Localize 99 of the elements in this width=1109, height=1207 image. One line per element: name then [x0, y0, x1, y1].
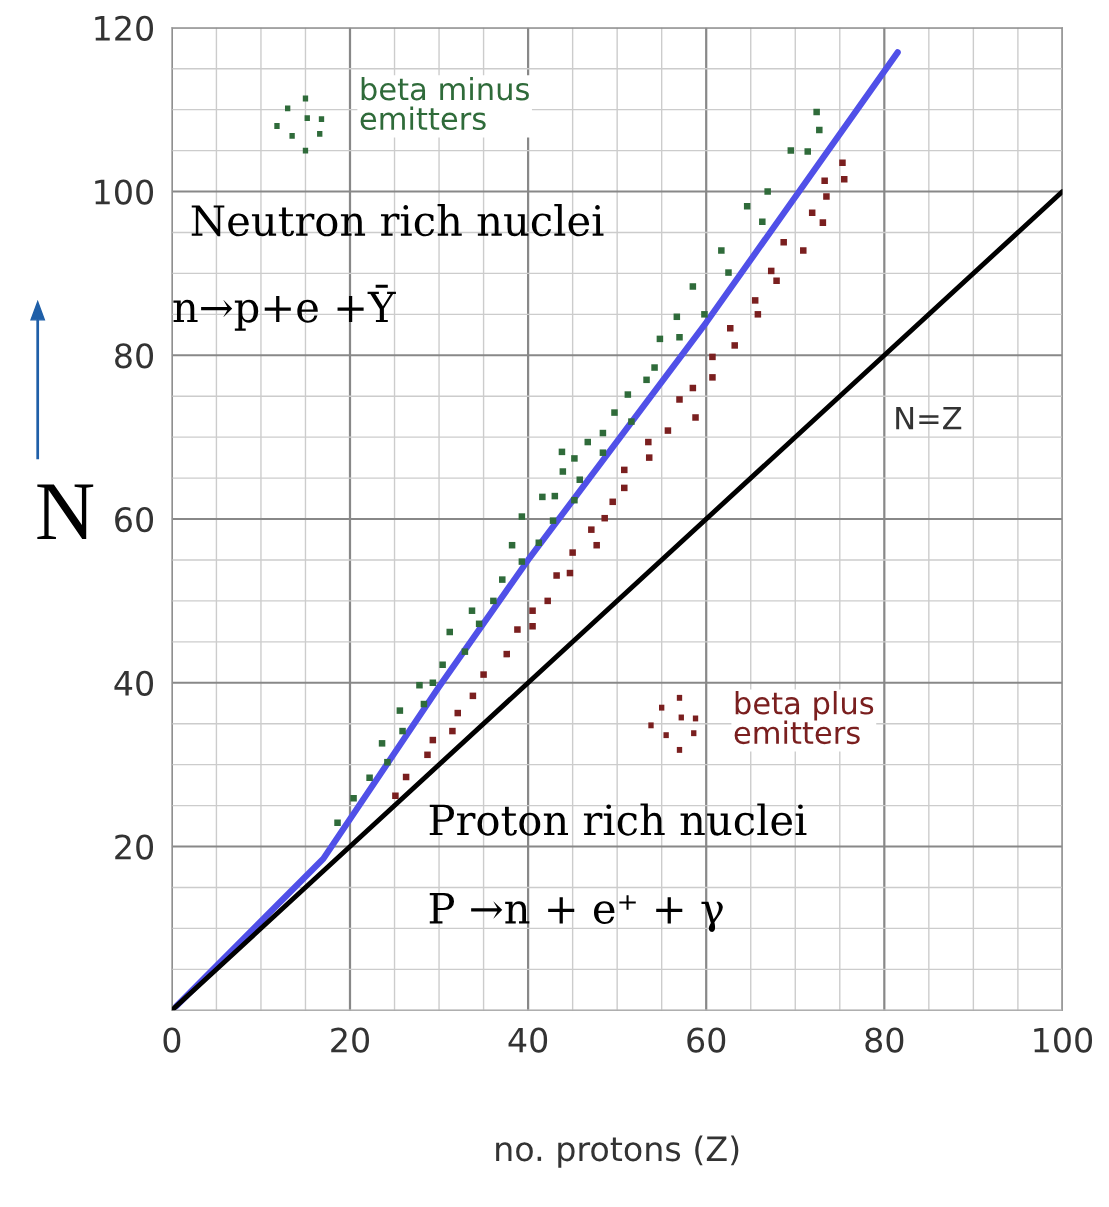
point — [588, 526, 595, 533]
point — [399, 727, 406, 735]
point — [518, 513, 526, 520]
x-axis-title: no. protons (Z) — [496, 1135, 739, 1168]
point — [676, 333, 683, 341]
point — [518, 558, 526, 565]
point — [621, 484, 628, 492]
point — [689, 283, 697, 290]
point — [645, 438, 652, 446]
x-tick-label: 40 — [508, 1027, 548, 1053]
point — [840, 175, 848, 183]
point — [439, 661, 446, 668]
point — [416, 681, 423, 689]
point — [718, 247, 725, 254]
point — [621, 466, 628, 474]
point — [692, 414, 699, 421]
point — [490, 597, 497, 605]
point — [804, 148, 811, 155]
point — [593, 541, 600, 549]
annotation: Neutron rich nuclei — [191, 204, 604, 237]
point — [553, 572, 560, 579]
point — [821, 177, 828, 185]
point — [446, 628, 453, 636]
point — [664, 427, 672, 434]
point — [449, 727, 456, 735]
point — [751, 297, 759, 304]
point — [384, 758, 391, 766]
point — [601, 514, 608, 522]
point — [454, 709, 462, 717]
y-tick-label: 60 — [115, 506, 154, 533]
point — [816, 126, 823, 134]
point — [709, 353, 716, 361]
point — [571, 496, 578, 504]
y-tick-label: 40 — [114, 670, 154, 696]
y-axis-title: N — [37, 484, 94, 540]
point — [643, 376, 650, 384]
x-tick-label: 0 — [163, 1027, 181, 1053]
point — [759, 218, 766, 226]
point — [743, 202, 751, 210]
annotation: beta plus emitters — [734, 690, 874, 745]
annotation: beta minus emitters — [360, 76, 529, 131]
point — [628, 418, 635, 425]
point — [645, 454, 653, 461]
point — [461, 648, 469, 655]
point — [576, 476, 584, 483]
point — [709, 374, 716, 381]
point — [544, 597, 551, 605]
x-tick-label: 80 — [865, 1027, 904, 1053]
annotation: n→p+e +Ȳ — [173, 284, 396, 331]
point — [468, 607, 476, 614]
x-tick-label: 60 — [687, 1027, 726, 1053]
annotation: P →n + e⁺ + γ — [429, 893, 723, 933]
point — [392, 792, 399, 799]
point — [787, 147, 795, 154]
point — [651, 364, 658, 371]
point — [839, 159, 846, 167]
point — [701, 311, 708, 318]
annotation: Proton rich nuclei — [429, 803, 807, 836]
y-tick-label: 120 — [95, 15, 154, 41]
point — [366, 774, 373, 781]
point — [800, 247, 807, 254]
y-tick-label: 80 — [115, 343, 154, 369]
point — [569, 549, 576, 556]
point — [539, 493, 546, 501]
point — [571, 455, 578, 462]
point — [514, 626, 521, 633]
point — [503, 650, 510, 658]
point — [378, 740, 386, 747]
point — [780, 239, 787, 246]
point — [350, 794, 357, 802]
point — [676, 396, 683, 403]
x-tick-label: 100 — [1034, 1027, 1093, 1053]
point — [334, 819, 341, 827]
point — [599, 449, 607, 456]
point — [549, 517, 557, 524]
point — [819, 219, 827, 226]
point — [773, 277, 780, 285]
point — [764, 188, 771, 195]
point — [823, 193, 830, 200]
point — [480, 671, 487, 678]
point — [725, 269, 732, 276]
point — [529, 607, 536, 614]
point — [535, 539, 543, 547]
point — [559, 468, 567, 475]
x-tick-label: 20 — [331, 1027, 369, 1053]
point — [754, 311, 762, 318]
point — [396, 707, 404, 714]
point — [424, 751, 431, 759]
point — [813, 108, 820, 116]
point — [609, 498, 616, 506]
annotation: N=Z — [896, 406, 962, 430]
y-tick-label: 100 — [95, 179, 154, 205]
point — [611, 409, 618, 416]
point — [624, 391, 632, 398]
point — [529, 623, 536, 630]
point — [727, 324, 734, 332]
y-tick-label: 20 — [115, 834, 154, 860]
point — [499, 576, 506, 583]
point — [731, 342, 738, 349]
